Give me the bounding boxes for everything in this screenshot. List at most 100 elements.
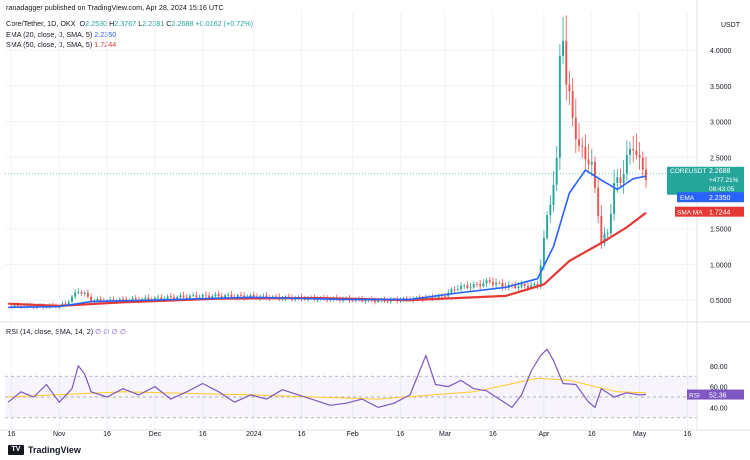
candle-body — [208, 295, 211, 298]
candle-body — [399, 300, 402, 302]
candle-body — [444, 296, 447, 298]
candle-body — [431, 296, 434, 299]
candle-body — [42, 305, 45, 308]
time-tick-label: 16 — [298, 431, 306, 438]
symbol-title[interactable]: Core/Tether, 1D, OKX — [6, 19, 76, 28]
candle-body — [329, 299, 332, 301]
candle-body — [578, 139, 580, 146]
candle-body — [593, 161, 596, 188]
candles — [10, 15, 647, 310]
currency-unit[interactable]: USDT — [720, 22, 740, 29]
candle-body — [590, 161, 593, 165]
time-tick-label: 16 — [103, 431, 111, 438]
sma-legend-label: SMA (50, close, 0, SMA, 5) — [6, 40, 93, 49]
candle-body — [48, 305, 51, 308]
candle-body — [533, 284, 536, 286]
candle-body — [96, 299, 99, 301]
candle-body — [393, 299, 396, 300]
candle-body — [338, 299, 341, 301]
symbol-ohlc-line: Core/Tether, 1D, OKX O2.2530 H2.3767 L2.… — [6, 19, 253, 28]
candle-body — [137, 299, 140, 301]
ema-legend[interactable]: EMA (20, close, 0, SMA, 5) 2.2350 — [6, 30, 116, 39]
candle-body — [204, 294, 207, 296]
time-tick-label: Feb — [347, 431, 359, 438]
time-tick-label: 16 — [397, 431, 405, 438]
symbol-tag-text: COREUSDT — [670, 168, 707, 175]
candle-body — [268, 298, 271, 299]
candle-body — [476, 284, 478, 285]
low-value: 2.2381 — [142, 19, 165, 28]
tradingview-brand[interactable]: TV TradingView — [8, 445, 81, 455]
sma-value-box — [707, 206, 744, 217]
candle-body — [415, 297, 418, 299]
candle-body — [10, 305, 13, 307]
candle-body — [456, 289, 459, 290]
candle-body — [262, 295, 265, 297]
time-tick-label: 16 — [489, 431, 497, 438]
candle-body — [195, 295, 198, 298]
rsi-band — [5, 375, 697, 419]
time-tick-label: 16 — [7, 431, 15, 438]
candle-body — [434, 297, 437, 299]
candle-body — [495, 282, 498, 285]
candle-body — [217, 294, 220, 297]
candle-body — [546, 215, 549, 238]
candle-body — [326, 298, 329, 301]
candle-body — [287, 296, 290, 298]
candle-body — [638, 154, 641, 158]
candle-body — [227, 294, 230, 296]
candle-body — [80, 292, 83, 294]
candle-body — [35, 305, 38, 308]
candle-body — [141, 298, 144, 301]
candle-body — [90, 296, 93, 302]
candle-body — [214, 294, 217, 297]
candle-body — [606, 233, 609, 235]
price-tags: COREUSDT 2.2688 +477.21% 08:43:05 EMA 2.2350 S… — [667, 166, 744, 400]
sma-value-text: 1.7244 — [709, 210, 731, 217]
candle-body — [367, 299, 370, 301]
candle-body — [504, 286, 507, 288]
close-label: C — [166, 19, 172, 28]
candle-body — [322, 297, 325, 299]
candle-body — [310, 297, 313, 299]
price-tick-label: 3.5000 — [710, 84, 732, 91]
candle-body — [153, 297, 156, 301]
candle-body — [405, 298, 408, 300]
candle-body — [498, 282, 501, 284]
candle-body — [600, 215, 603, 244]
candle-body — [211, 296, 214, 298]
rsi-value-text: 52.36 — [709, 393, 727, 400]
candle-body — [555, 157, 558, 185]
candle-body — [619, 177, 622, 183]
time-tick-label: 16 — [199, 431, 207, 438]
candle-body — [511, 284, 513, 286]
candle-body — [613, 183, 616, 214]
sma-line — [8, 211, 647, 307]
candle-body — [517, 286, 520, 288]
candle-body — [201, 294, 204, 298]
candle-body — [39, 305, 42, 307]
time-tick-label: 16 — [588, 431, 596, 438]
candle-body — [182, 295, 185, 298]
rsi-legend-label: RSI (14, close, SMA, 14, 2) — [6, 327, 94, 336]
high-label: H — [109, 19, 115, 28]
candle-body — [102, 300, 105, 303]
sma-legend[interactable]: SMA (50, close, 0, SMA, 5) 1.7244 — [6, 40, 116, 49]
rsi-legend[interactable]: RSI (14, close, SMA, 14, 2) ∅ ∅ ∅ ∅ — [6, 327, 126, 336]
candle-body — [255, 296, 258, 299]
ema-tag — [677, 192, 707, 203]
candle-body — [380, 299, 383, 301]
candle-body — [622, 174, 625, 183]
candle-body — [179, 295, 182, 298]
candle-body — [169, 296, 172, 298]
candle-body — [616, 177, 619, 184]
candle-body — [249, 295, 252, 297]
rsi-value-box — [707, 389, 744, 400]
candle-body — [19, 306, 22, 308]
candle-body — [93, 300, 96, 302]
sma-legend-value: 1.7244 — [94, 40, 117, 49]
candle-body — [265, 295, 268, 299]
candle-body — [173, 297, 175, 299]
rsi-legend-na: ∅ ∅ ∅ ∅ — [95, 327, 127, 336]
